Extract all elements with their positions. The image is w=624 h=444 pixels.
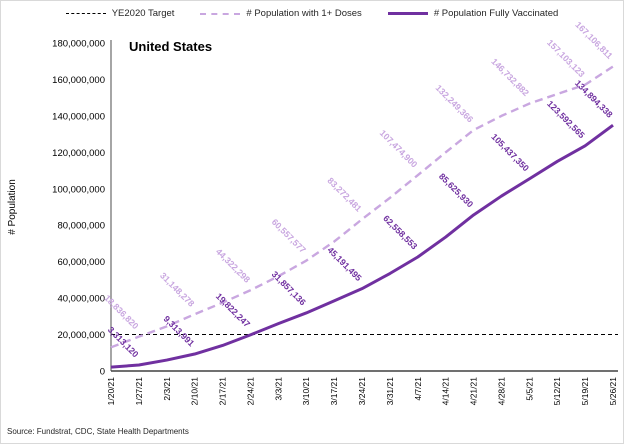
- svg-text:20,000,000: 20,000,000: [57, 330, 105, 341]
- svg-text:5/12/21: 5/12/21: [552, 377, 562, 406]
- svg-text:85,625,930: 85,625,930: [437, 171, 475, 209]
- svg-text:5/19/21: 5/19/21: [580, 377, 590, 406]
- svg-text:5/5/21: 5/5/21: [524, 377, 534, 401]
- svg-text:157,103,123: 157,103,123: [545, 37, 587, 79]
- svg-text:83,272,481: 83,272,481: [325, 175, 363, 213]
- chart-title: United States: [129, 39, 213, 54]
- svg-text:2/24/21: 2/24/21: [245, 377, 255, 406]
- svg-text:60,000,000: 60,000,000: [57, 257, 105, 268]
- svg-text:2/17/21: 2/17/21: [218, 377, 228, 406]
- svg-text:40,000,000: 40,000,000: [57, 294, 105, 305]
- svg-text:3/3/21: 3/3/21: [273, 377, 283, 401]
- svg-text:160,000,000: 160,000,000: [52, 75, 105, 86]
- chart-legend: YE2020 Target # Population with 1+ Doses…: [1, 8, 623, 19]
- svg-text:4/14/21: 4/14/21: [441, 377, 451, 406]
- svg-text:4/21/21: 4/21/21: [469, 377, 479, 406]
- 1plus-doses-line-swatch: [200, 12, 241, 15]
- svg-text:62,558,553: 62,558,553: [381, 213, 419, 251]
- svg-text:44,322,298: 44,322,298: [214, 246, 252, 284]
- svg-text:60,557,577: 60,557,577: [270, 217, 308, 255]
- svg-text:100,000,000: 100,000,000: [52, 184, 105, 195]
- svg-text:146,732,882: 146,732,882: [489, 56, 531, 98]
- legend-item-label: YE2020 Target: [111, 8, 175, 19]
- svg-text:3/24/21: 3/24/21: [357, 377, 367, 406]
- svg-text:180,000,000: 180,000,000: [52, 39, 105, 50]
- svg-text:167,106,811: 167,106,811: [573, 20, 614, 61]
- svg-text:# Population: # Population: [7, 179, 18, 235]
- svg-text:132,249,366: 132,249,366: [434, 83, 476, 125]
- svg-text:107,474,900: 107,474,900: [378, 128, 420, 170]
- legend-item-1plus-doses: # Population with 1+ Doses: [200, 8, 362, 19]
- source-note: Source: Fundstrat, CDC, State Health Dep…: [7, 427, 189, 436]
- legend-item-fully-vaccinated: # Population Fully Vaccinated: [387, 8, 559, 19]
- fully-vaccinated-line-swatch: [387, 12, 428, 15]
- svg-text:45,191,495: 45,191,495: [325, 245, 363, 283]
- svg-text:3/17/21: 3/17/21: [329, 377, 339, 406]
- svg-text:1/27/21: 1/27/21: [134, 377, 144, 406]
- legend-item-ye2020-target: YE2020 Target: [65, 8, 175, 19]
- svg-text:18,836,820: 18,836,820: [102, 293, 140, 331]
- legend-item-label: # Population Fully Vaccinated: [433, 8, 559, 19]
- svg-text:4/28/21: 4/28/21: [496, 377, 506, 406]
- svg-text:5/26/21: 5/26/21: [608, 377, 618, 406]
- svg-text:9,313,991: 9,313,991: [162, 314, 197, 349]
- svg-text:2/10/21: 2/10/21: [190, 377, 200, 406]
- svg-text:0: 0: [100, 367, 105, 378]
- svg-text:3/10/21: 3/10/21: [301, 377, 311, 406]
- legend-item-label: # Population with 1+ Doses: [246, 8, 362, 19]
- svg-text:140,000,000: 140,000,000: [52, 111, 105, 122]
- svg-text:105,437,350: 105,437,350: [489, 132, 531, 174]
- ye2020-target-line-swatch: [65, 13, 106, 14]
- svg-text:2/3/21: 2/3/21: [162, 377, 172, 401]
- svg-text:120,000,000: 120,000,000: [52, 148, 105, 159]
- svg-text:80,000,000: 80,000,000: [57, 221, 105, 232]
- svg-text:1/20/21: 1/20/21: [106, 377, 116, 406]
- svg-text:3/31/21: 3/31/21: [385, 377, 395, 406]
- svg-text:4/7/21: 4/7/21: [413, 377, 423, 401]
- svg-text:134,894,338: 134,894,338: [573, 78, 615, 120]
- svg-text:31,148,278: 31,148,278: [158, 270, 196, 308]
- svg-text:123,592,565: 123,592,565: [545, 99, 587, 141]
- svg-text:31,857,136: 31,857,136: [270, 269, 308, 307]
